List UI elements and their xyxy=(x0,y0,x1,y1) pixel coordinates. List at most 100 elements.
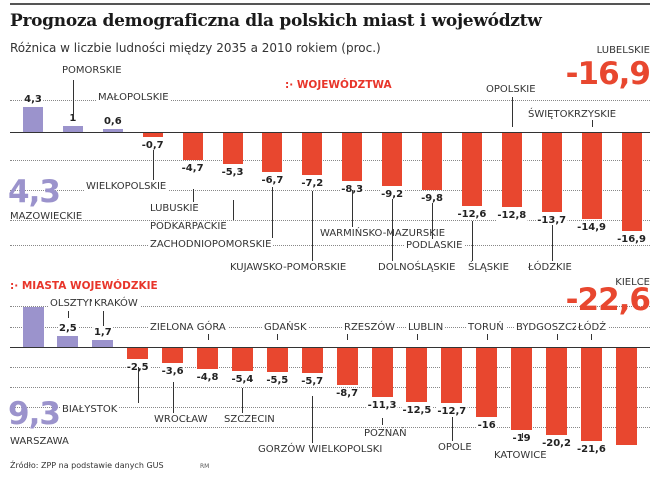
leader-line xyxy=(67,311,69,318)
category-label: MAŁOPOLSKIE xyxy=(96,92,171,104)
category-label: ZACHODNIOPOMORSKIE xyxy=(148,239,274,251)
bar-warmińsko-mazurskie xyxy=(342,133,363,182)
category-label: OLSZTYN xyxy=(48,298,99,310)
source-note: Źródło: ZPP na podstawie danych GUS xyxy=(10,461,164,470)
value-label: -8,3 xyxy=(340,184,365,196)
value-label: -12,6 xyxy=(456,209,488,221)
grid-line xyxy=(10,427,650,428)
value-label: 1 xyxy=(68,113,78,125)
bar-małopolskie xyxy=(102,128,123,132)
category-label: LUBLIN xyxy=(406,322,446,334)
leader-line xyxy=(152,150,154,180)
bar-bydgoszcz xyxy=(546,348,567,435)
category-label: PODLASKIE xyxy=(404,240,465,252)
bar-olsztyn xyxy=(57,336,79,347)
grid-line xyxy=(10,407,650,408)
grid-line xyxy=(10,245,650,246)
category-label: ŚWIĘTOKRZYSKIE xyxy=(526,109,619,121)
bar-białystok xyxy=(127,348,149,359)
category-label: ŚLĄSKIE xyxy=(466,262,511,274)
leader-line xyxy=(521,433,523,438)
bar-świętokrzyskie xyxy=(581,133,602,220)
leader-line xyxy=(451,417,453,441)
value-label: -21,6 xyxy=(575,443,607,455)
highlight-top-max-name: MAZOWIECKIE xyxy=(10,211,83,222)
bar-dolnośląskie xyxy=(382,133,403,187)
leader-line xyxy=(416,334,418,340)
leader-line xyxy=(272,187,274,238)
highlight-top-min-name: LUBELSKIE xyxy=(596,45,650,56)
value-label: -16,9 xyxy=(616,234,647,246)
category-label: WIELKOPOLSKIE xyxy=(84,181,169,193)
category-label: OPOLSKIE xyxy=(484,84,538,96)
category-label: TORUŃ xyxy=(466,322,506,334)
bar-lubelskie xyxy=(621,133,642,232)
bar-lublin xyxy=(406,348,428,402)
value-label: -12,5 xyxy=(401,404,433,416)
value-label: -14,9 xyxy=(576,222,608,234)
value-label: -4,8 xyxy=(195,371,220,383)
leader-line xyxy=(591,120,593,127)
bar-zielona-góra xyxy=(197,348,218,369)
value-label: -16 xyxy=(476,419,497,431)
value-label: -4,7 xyxy=(180,163,205,175)
grid-line xyxy=(10,160,650,161)
value-label: -9,2 xyxy=(380,189,405,201)
bar-rzeszów xyxy=(336,348,358,386)
category-label: GORZÓW WIELKOPOLSKI xyxy=(256,444,385,456)
leader-line xyxy=(551,225,553,261)
section-label-voivodeships: :· WOJEWÓDZTWA xyxy=(285,79,392,91)
category-label: ZIELONA GÓRA xyxy=(148,322,228,334)
category-label: BYDGOSZCZ xyxy=(514,322,581,334)
leader-line xyxy=(242,388,244,413)
bar-warszawa xyxy=(22,307,44,347)
baseline xyxy=(10,132,650,133)
value-label: -5,7 xyxy=(300,375,325,387)
value-label: -8,7 xyxy=(335,388,360,400)
value-label: 2,5 xyxy=(58,323,78,335)
leader-line xyxy=(277,334,279,340)
value-label: 0,6 xyxy=(102,115,123,127)
highlight-bottom-min-name: KIELCE xyxy=(615,277,650,288)
leader-line xyxy=(471,221,473,261)
bar-katowice xyxy=(511,348,533,430)
category-label: WARMIŃSKO-MAZURSKIE xyxy=(318,228,448,240)
grid-line xyxy=(10,327,650,328)
category-label: DOLNOŚLĄSKIE xyxy=(376,262,458,274)
value-label: -11,3 xyxy=(366,399,398,411)
bar-kielce xyxy=(615,348,637,446)
bar-gdańsk xyxy=(266,348,288,372)
bar-zachodniopomorskie xyxy=(262,133,283,172)
value-label: -12,7 xyxy=(436,405,468,417)
leader-line xyxy=(72,80,74,118)
leader-line xyxy=(192,189,194,202)
chart-title: Prognoza demograficzna dla polskich mias… xyxy=(10,11,542,31)
category-label: BIAŁYSTOK xyxy=(60,404,120,416)
leader-line xyxy=(207,334,209,340)
bar-lubuskie xyxy=(182,133,203,161)
leader-line xyxy=(486,334,488,340)
category-label: RZESZÓW xyxy=(342,322,398,334)
value-label: -12,8 xyxy=(496,210,528,222)
value-label: 1,7 xyxy=(92,326,113,338)
leader-line xyxy=(312,191,314,261)
bar-łódzkie xyxy=(541,133,562,213)
leader-line xyxy=(347,334,349,340)
category-label: OPOLE xyxy=(436,442,474,454)
bar-kraków xyxy=(92,339,114,347)
highlight-bottom-max-value: 9,3 xyxy=(8,396,61,432)
category-label: KUJAWSKO-POMORSKIE xyxy=(228,262,349,274)
grid-line xyxy=(10,367,650,368)
bar-wrocław xyxy=(162,348,184,364)
bar-toruń xyxy=(476,348,498,417)
bar-kujawsko-pomorskie xyxy=(302,133,323,175)
value-label: -0,7 xyxy=(140,140,165,152)
grid-line xyxy=(10,100,650,101)
bar-opole xyxy=(441,348,463,403)
leader-line xyxy=(352,190,354,227)
bar-poznań xyxy=(371,348,393,397)
chart-subtitle: Różnica w liczbie ludności między 2035 a… xyxy=(10,41,381,55)
value-label: -20,2 xyxy=(541,437,572,449)
grid-line xyxy=(10,220,650,221)
category-label: PODKARPACKIE xyxy=(148,221,229,233)
